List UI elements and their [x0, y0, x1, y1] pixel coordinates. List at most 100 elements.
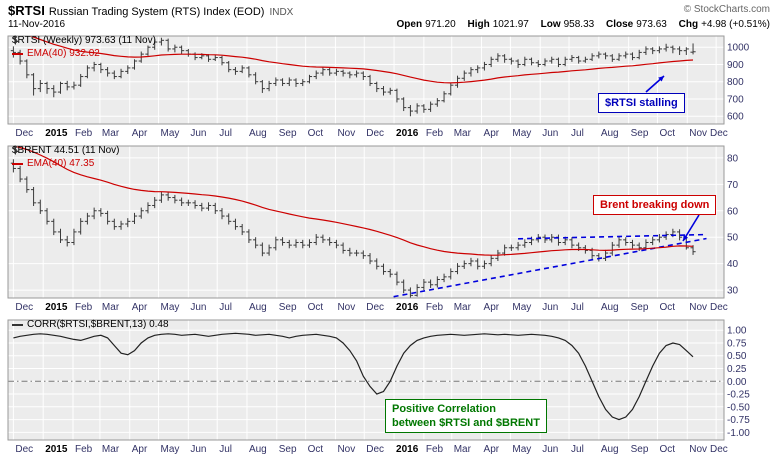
- x-axis-label: Sep: [279, 444, 297, 455]
- rtsi-ema-legend-text: EMA(40) 932.02: [27, 48, 100, 59]
- close-label: Close: [606, 19, 634, 30]
- x-axis-label: Jul: [571, 444, 584, 455]
- x-axis-label: Sep: [279, 302, 297, 313]
- x-axis-label: Oct: [659, 302, 675, 313]
- x-axis-label: 2016: [396, 128, 419, 138]
- x-axis-label: Jun: [190, 302, 206, 313]
- y-axis-label: -0.25: [727, 390, 750, 401]
- y-axis-label: 900: [727, 60, 744, 71]
- x-axis-label: Mar: [102, 128, 120, 138]
- x-axis-label: Jun: [190, 444, 206, 455]
- y-axis-label: -0.50: [727, 402, 750, 413]
- low-value: 958.33: [563, 19, 595, 30]
- brent-ema-legend-text: EMA(40) 47.35: [27, 158, 95, 169]
- x-axis-label: Feb: [426, 444, 444, 455]
- corr-annotation-line1: Positive Correlation: [392, 403, 496, 415]
- x-axis-label: Oct: [308, 444, 324, 455]
- x-axis-label: May: [512, 128, 531, 138]
- ema-line: [30, 36, 694, 84]
- x-axis-label: 2015: [45, 444, 68, 455]
- x-axis-label: Feb: [426, 302, 444, 313]
- x-axis-label: Feb: [75, 128, 93, 138]
- high-label: High: [467, 19, 490, 30]
- x-axis-label: Nov: [337, 128, 355, 138]
- y-axis-label: 0.75: [727, 338, 747, 349]
- x-axis-label: 2016: [396, 302, 419, 313]
- price-bars: [10, 159, 696, 298]
- x-axis-label: 2015: [45, 302, 68, 313]
- x-axis-label: Dec: [15, 444, 33, 455]
- x-axis-label: Dec: [710, 128, 728, 138]
- y-axis-label: 80: [727, 153, 739, 164]
- y-axis-label: 70: [727, 180, 739, 191]
- x-axis-label: Dec: [710, 444, 728, 455]
- x-axis-label: Jun: [542, 128, 558, 138]
- brent-breaking-down-annotation: Brent breaking down: [593, 195, 717, 215]
- x-axis-label: Apr: [132, 444, 148, 455]
- rtsi-price-chart: 600 700 800 900 1000 Dec 2015 Feb Mar Apr May Jun Ju…: [7, 35, 750, 138]
- x-axis-label: Dec: [710, 302, 728, 313]
- x-axis-label: Dec: [15, 128, 33, 138]
- positive-correlation-annotation: Positive Correlation between $RTSI and $…: [385, 399, 547, 433]
- x-axis-label: 2015: [45, 128, 68, 138]
- x-axis-label: Nov: [337, 444, 355, 455]
- x-axis-label: Oct: [659, 444, 675, 455]
- x-axis-label: Jul: [219, 128, 232, 138]
- exchange-label: INDX: [269, 7, 294, 18]
- brent-ema-legend-row: EMA(40) 47.35: [12, 158, 94, 169]
- x-axis-label: Oct: [659, 128, 675, 138]
- quote-date: 11-Nov-2016: [8, 19, 66, 30]
- x-axis-label: Nov: [337, 302, 355, 313]
- x-axis-label: Oct: [308, 302, 324, 313]
- x-axis-label: Sep: [631, 128, 649, 138]
- y-axis-label: 1000: [727, 43, 750, 54]
- rtsi-stalling-annotation: $RTSI stalling: [598, 93, 685, 113]
- x-axis-label: Apr: [484, 302, 500, 313]
- x-axis-label: Apr: [484, 444, 500, 455]
- annotation-arrowhead: [658, 76, 664, 82]
- x-axis-label: Jun: [542, 302, 558, 313]
- y-axis-label: 0.50: [727, 351, 747, 362]
- correlation-panel: -1.00 -0.75 -0.50 -0.25 0.00 0.25 0.50 0.75 1.00…: [0, 316, 780, 456]
- x-axis-label: Jul: [571, 128, 584, 138]
- plot-border: [7, 35, 725, 125]
- rtsi-legend-text: $RTSI (Weekly) 973.63 (11 Nov): [12, 35, 156, 46]
- brent-legend-text: $BRENT 44.51 (11 Nov): [12, 145, 120, 156]
- x-axis-label: Jun: [190, 128, 206, 138]
- x-axis-label: Jun: [542, 444, 558, 455]
- x-axis-label: May: [512, 444, 531, 455]
- x-axis-label: Aug: [249, 302, 267, 313]
- plot-background: [8, 146, 724, 298]
- x-axis-label: Mar: [454, 444, 472, 455]
- x-axis-label: Jul: [571, 302, 584, 313]
- ohlc-series-icon: [12, 35, 19, 45]
- x-axis-label: Mar: [102, 444, 120, 455]
- x-axis-label: Dec: [366, 128, 384, 138]
- y-axis-label: 600: [727, 112, 744, 123]
- x-axis-label: May: [161, 302, 180, 313]
- corr-line-icon: [12, 323, 23, 326]
- ticker-symbol: $RTSI: [8, 3, 45, 18]
- corr-legend-row: CORR($RTSI,$BRENT,13) 0.48: [12, 319, 169, 330]
- close-value: 973.63: [636, 19, 667, 30]
- high-value: 1021.97: [492, 19, 529, 30]
- ohlc-series-icon: [12, 145, 19, 155]
- x-axis-label: Apr: [132, 128, 148, 138]
- trendline: [518, 233, 707, 240]
- x-axis-label: Apr: [484, 128, 500, 138]
- y-axis-label: 40: [727, 259, 739, 270]
- correlation-line: [13, 332, 694, 421]
- x-axis-label: Aug: [601, 302, 619, 313]
- x-axis-label: Aug: [249, 128, 267, 138]
- y-axis-label: 30: [727, 286, 739, 297]
- page-title: Russian Trading System (RTS) Index (EOD): [48, 6, 265, 18]
- annotation-arrowhead: [683, 235, 689, 241]
- x-axis-label: Apr: [132, 302, 148, 313]
- x-axis-label: Jul: [219, 444, 232, 455]
- x-axis-label: Mar: [454, 128, 472, 138]
- y-axis-label: -1.00: [727, 428, 750, 439]
- brent-price-chart: 30 40 50 60 70 80 Dec 2015 Feb Mar Apr May Jun Jul Aug…: [7, 145, 739, 313]
- x-axis-label: May: [161, 128, 180, 138]
- x-axis-label: Feb: [426, 128, 444, 138]
